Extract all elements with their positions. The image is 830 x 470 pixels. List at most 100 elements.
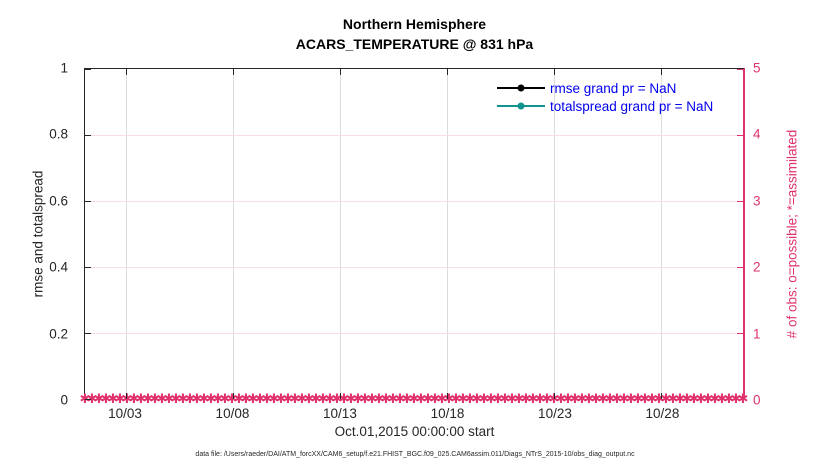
x-axis-ticks: 10/03 10/08 10/13 10/18 10/23 10/28 bbox=[84, 406, 745, 424]
obs-marker: ✱ bbox=[338, 391, 350, 406]
obs-marker: ✱ bbox=[443, 391, 455, 406]
chart-title-line1: Northern Hemisphere bbox=[342, 16, 487, 32]
x-tick-label: 10/13 bbox=[323, 406, 357, 421]
obs-marker: ✱ bbox=[240, 391, 252, 406]
obs-marker: ✱ bbox=[695, 391, 707, 406]
x-tick-mark bbox=[446, 393, 448, 399]
obs-marker: ✱ bbox=[464, 391, 476, 406]
obs-marker: ✱ bbox=[380, 391, 392, 406]
obs-marker: ✱ bbox=[366, 391, 378, 406]
obs-marker: ✱ bbox=[520, 391, 532, 406]
obs-marker: ✱ bbox=[660, 391, 672, 406]
x-axis-label: Oct.01,2015 00:00:00 start bbox=[334, 424, 495, 439]
gridline-horizontal bbox=[85, 267, 743, 268]
x-tick-label: 10/28 bbox=[645, 406, 680, 421]
left-tick-mark bbox=[85, 201, 91, 202]
left-tick-label: 1 bbox=[60, 60, 68, 76]
obs-marker: ✱ bbox=[583, 391, 595, 406]
obs-marker: ✱ bbox=[373, 391, 385, 406]
obs-marker: ✱ bbox=[80, 391, 91, 407]
right-axis-label: # of obs: o=possible; *=assimilated bbox=[784, 129, 800, 339]
obs-marker: ✱ bbox=[611, 391, 623, 406]
x-tick-label: 10/03 bbox=[108, 406, 142, 421]
legend-marker-icon bbox=[517, 102, 525, 110]
obs-marker: ✱ bbox=[324, 391, 336, 406]
plot-area: ✱ ✱ ✱ ✱ ✱ ✱ ✱ ✱ ✱ ✱ ✱ ✱ ✱ ✱ ✱ ✱ ✱ ✱ ✱ ✱ ✱ ✱ ✱ ✱ ✱ ✱ ✱ ✱ ✱ ✱ ✱ ✱ ✱ ✱ ✱ ✱ ✱ ✱ ✱ ✱… bbox=[80, 68, 748, 406]
obs-marker: ✱ bbox=[114, 391, 126, 406]
x-tick-mark bbox=[553, 393, 555, 399]
obs-marker: ✱ bbox=[478, 391, 490, 406]
x-tick-mark bbox=[660, 393, 662, 399]
obs-marker: ✱ bbox=[317, 391, 329, 406]
gridline-vertical bbox=[125, 69, 127, 399]
legend-marker-icon bbox=[517, 84, 525, 92]
obs-marker: ✱ bbox=[709, 391, 721, 406]
obs-marker: ✱ bbox=[576, 391, 588, 406]
gridline-horizontal bbox=[85, 135, 743, 136]
legend-label: totalspread grand pr = NaN bbox=[550, 98, 714, 114]
obs-marker: ✱ bbox=[653, 391, 665, 406]
obs-marker: ✱ bbox=[625, 391, 637, 406]
obs-marker: ✱ bbox=[415, 391, 427, 406]
obs-marker: ✱ bbox=[191, 391, 203, 406]
right-tick-mark bbox=[737, 201, 743, 202]
obs-marker: ✱ bbox=[646, 391, 658, 406]
obs-marker: ✱ bbox=[93, 391, 105, 406]
legend-entry: totalspread grand pr = NaN bbox=[497, 97, 713, 115]
obs-marker: ✱ bbox=[142, 391, 154, 406]
obs-marker: ✱ bbox=[227, 391, 238, 407]
left-tick-mark bbox=[85, 399, 91, 400]
obs-marker: ✱ bbox=[100, 391, 112, 406]
left-axis-label: rmse and totalspread bbox=[30, 170, 46, 298]
obs-marker: ✱ bbox=[163, 391, 175, 406]
x-tick-mark-top bbox=[125, 69, 127, 75]
obs-marker: ✱ bbox=[604, 391, 616, 406]
obs-marker: ✱ bbox=[485, 391, 497, 406]
obs-marker: ✱ bbox=[674, 391, 686, 406]
gridline-vertical bbox=[660, 69, 662, 399]
obs-marker: ✱ bbox=[534, 391, 546, 406]
obs-marker: ✱ bbox=[310, 391, 322, 406]
obs-marker: ✱ bbox=[296, 391, 308, 406]
obs-marker: ✱ bbox=[184, 391, 196, 406]
obs-marker: ✱ bbox=[422, 391, 434, 406]
x-tick-mark bbox=[339, 393, 341, 399]
x-tick-mark bbox=[125, 393, 127, 399]
chart-title: Northern Hemisphere ACARS_TEMPERATURE @ … bbox=[84, 14, 745, 54]
obs-marker: ✱ bbox=[513, 391, 525, 406]
obs-marker: ✱ bbox=[499, 391, 511, 406]
left-tick-label: 0 bbox=[60, 392, 68, 408]
gridline-vertical bbox=[339, 69, 341, 399]
obs-marker: ✱ bbox=[352, 391, 364, 406]
right-tick-mark bbox=[737, 267, 743, 268]
obs-marker: ✱ bbox=[268, 391, 280, 406]
right-axis-ticks: 0 1 2 3 4 5 bbox=[753, 61, 793, 408]
left-tick-label: 0.8 bbox=[49, 126, 68, 142]
gridline-horizontal bbox=[85, 201, 743, 202]
gridline-horizontal bbox=[85, 333, 743, 334]
obs-marker: ✱ bbox=[597, 391, 609, 406]
obs-marker: ✱ bbox=[233, 391, 245, 406]
obs-marker: ✱ bbox=[688, 391, 700, 406]
obs-marker: ✱ bbox=[121, 391, 133, 406]
obs-marker: ✱ bbox=[254, 391, 266, 406]
obs-marker: ✱ bbox=[450, 391, 462, 406]
obs-marker: ✱ bbox=[492, 391, 504, 406]
obs-marker: ✱ bbox=[359, 391, 371, 406]
x-tick-mark-top bbox=[553, 69, 555, 75]
right-tick-mark bbox=[737, 135, 743, 136]
obs-marker: ✱ bbox=[541, 391, 553, 406]
left-tick-mark bbox=[85, 333, 91, 334]
obs-marker: ✱ bbox=[219, 391, 231, 406]
left-axis-ticks: 0 0.2 0.4 0.6 0.8 1 bbox=[0, 61, 76, 408]
obs-marker: ✱ bbox=[289, 391, 301, 406]
obs-marker: ✱ bbox=[261, 391, 273, 406]
right-tick-label: 0 bbox=[753, 392, 761, 408]
obs-marker: ✱ bbox=[457, 391, 469, 406]
x-tick-label: 10/23 bbox=[538, 406, 572, 421]
left-tick-label: 0.2 bbox=[49, 326, 68, 342]
obs-marker: ✱ bbox=[156, 391, 168, 406]
obs-marker: ✱ bbox=[303, 391, 315, 406]
x-tick-mark bbox=[232, 393, 234, 399]
obs-marker: ✱ bbox=[702, 391, 714, 406]
